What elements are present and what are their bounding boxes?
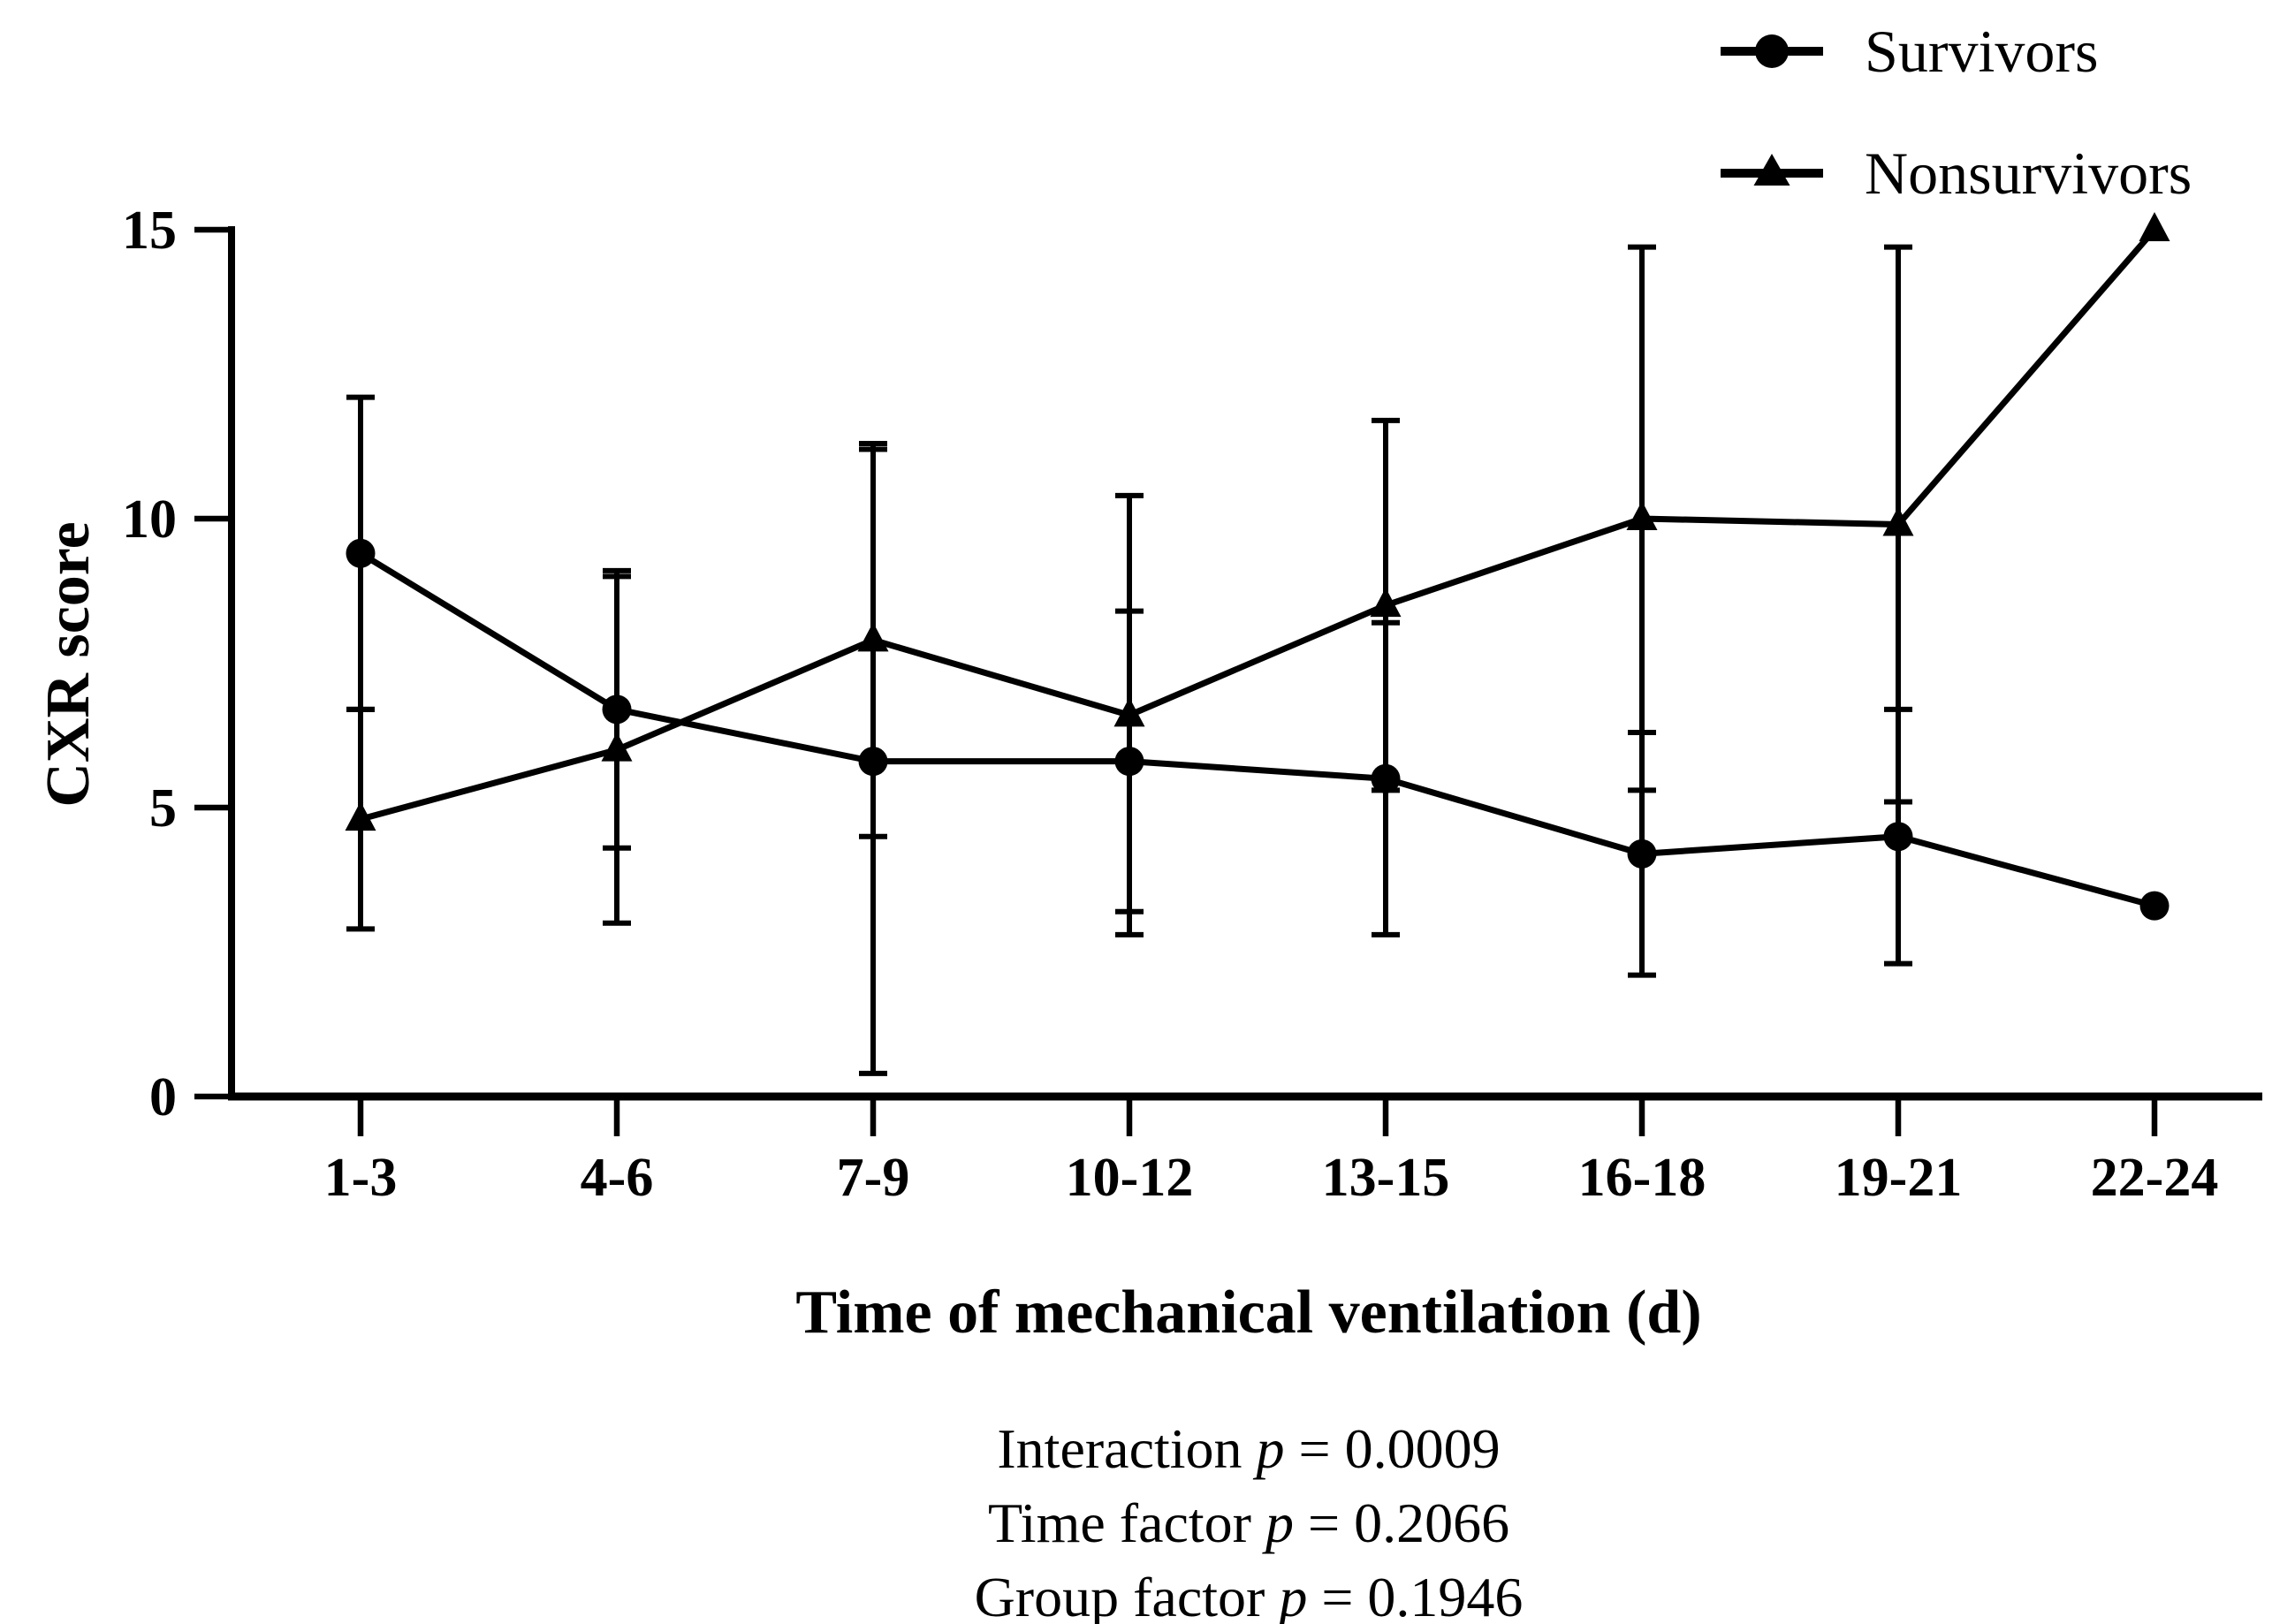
annotation-line: Group factor p = 0.1946 [232,1560,2265,1624]
annotation-p-symbol: p [1279,1566,1308,1624]
x-axis-title: Time of mechanical ventilation (d) [795,1279,1702,1347]
annotation-value: = 0.0009 [1298,1417,1501,1480]
x-tick-label: 16-18 [1578,1148,1706,1208]
y-tick-label: 0 [149,1067,177,1127]
stats-annotations: Interaction p = 0.0009 Time factor p = 0.… [232,1412,2265,1624]
x-tick-label: 13-15 [1322,1148,1450,1208]
marker-triangle-nonsurvivors [601,732,633,762]
annotation-value: = 0.2066 [1307,1491,1510,1554]
annotation-line: Time factor p = 0.2066 [232,1486,2265,1560]
legend-label: Survivors [1865,17,2099,85]
triangle-marker-icon [1721,154,1823,186]
marker-circle-survivors [1883,822,1913,852]
marker-triangle-nonsurvivors [2139,212,2170,241]
marker-triangle-nonsurvivors [1626,501,1658,530]
marker-triangle-nonsurvivors [1882,506,1914,536]
marker-circle-survivors [346,538,376,568]
x-tick-label: 7-9 [837,1148,910,1208]
x-tick-label: 1-3 [324,1148,398,1208]
marker-triangle-nonsurvivors [345,801,376,831]
legend-item-survivors: Survivors [1719,11,2192,92]
annotation-value: = 0.1946 [1321,1566,1524,1624]
x-tick-label: 10-12 [1066,1148,1194,1208]
marker-triangle-nonsurvivors [857,622,889,652]
legend-item-nonsurvivors: Nonsurvivors [1719,133,2192,214]
series-line-nonsurvivors [360,227,2157,823]
annotation-line: Interaction p = 0.0009 [232,1412,2265,1486]
circle-marker-icon [1721,34,1823,68]
marker-triangle-nonsurvivors [1113,697,1145,727]
marker-triangle-nonsurvivors [1370,588,1402,618]
x-tick-label: 4-6 [581,1148,654,1208]
legend-label: Nonsurvivors [1865,139,2192,207]
annotation-p-symbol: p [1256,1417,1285,1480]
x-tick-label: 19-21 [1835,1148,1963,1208]
y-axis-title: CXR score [34,521,103,808]
annotation-p-symbol: p [1265,1491,1294,1554]
marker-circle-survivors [1627,839,1657,869]
annotation-label: Group factor [974,1566,1265,1624]
series-line-survivors [359,550,2155,909]
marker-circle-survivors [2139,891,2170,921]
annotation-label: Interaction [997,1417,1242,1480]
y-tick-label: 15 [122,201,177,261]
y-tick-label: 10 [122,489,177,550]
legend: Survivors Nonsurvivors [1719,11,2192,254]
x-tick-label: 22-24 [2091,1148,2219,1208]
y-tick-label: 5 [149,778,177,839]
annotation-label: Time factor [987,1491,1251,1554]
